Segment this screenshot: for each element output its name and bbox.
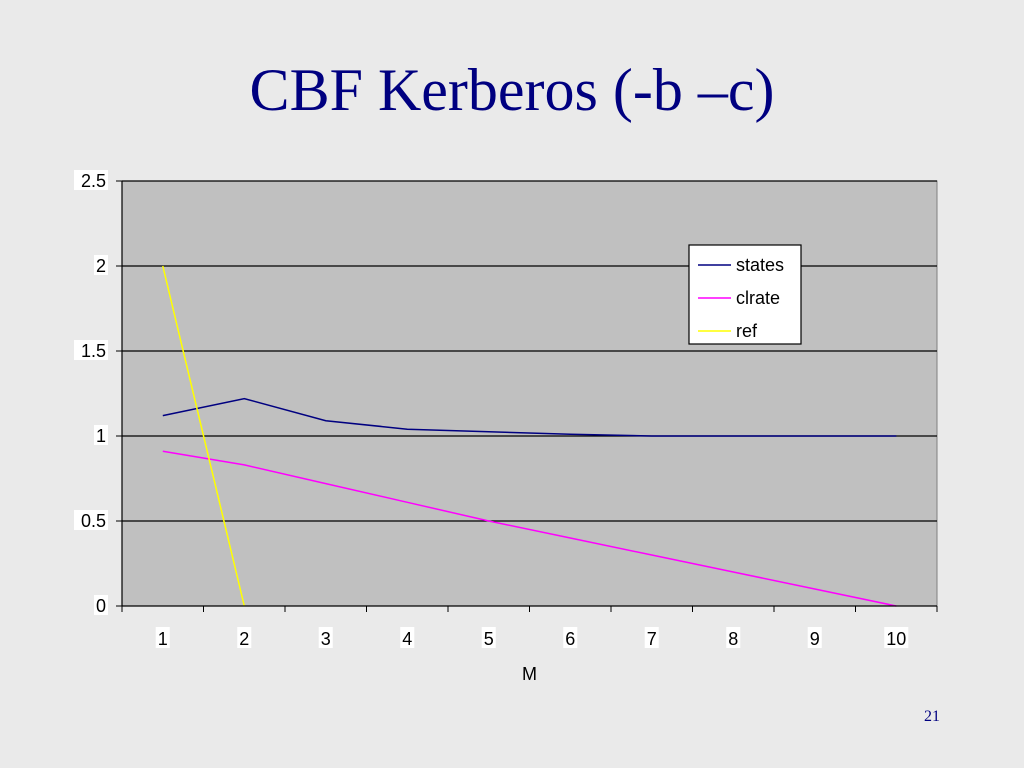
x-tick-label-bg — [726, 627, 741, 648]
legend-box — [688, 244, 802, 345]
x-tick-label: 9 — [810, 629, 820, 649]
y-tick-label-bg — [74, 170, 108, 190]
page-number: 21 — [924, 708, 940, 725]
x-tick-label: 7 — [647, 629, 657, 649]
plot-background — [121, 180, 938, 607]
x-tick-label: 2 — [239, 629, 249, 649]
y-tick-label: 1.5 — [81, 341, 106, 361]
x-tick-label: 3 — [321, 629, 331, 649]
y-tick-label: 1 — [96, 426, 106, 446]
x-tick-label: 5 — [484, 629, 494, 649]
x-tick-label: 6 — [565, 629, 575, 649]
x-tick-label-bg — [884, 627, 909, 648]
x-tick-label-bg — [155, 627, 170, 648]
slide-title: CBF Kerberos (-b –c) — [249, 57, 775, 123]
axes: 0 0.5 1 1.5 2 2.5 1 2 3 4 5 6 7 8 9 10 M — [74, 170, 938, 684]
plot-area — [121, 180, 938, 607]
x-tick-label: 4 — [402, 629, 412, 649]
legend: states clrate ref — [688, 244, 802, 345]
legend-label-states: states — [736, 255, 784, 275]
legend-label-ref: ref — [736, 321, 758, 341]
y-tick-label-bg — [94, 425, 108, 445]
x-tick-label-bg — [318, 627, 333, 648]
y-tick-label-bg — [94, 255, 108, 275]
series-line-states — [162, 397, 897, 437]
x-tick-label-bg — [563, 627, 578, 648]
x-tick-label-bg — [644, 627, 659, 648]
series-line-clrate — [162, 450, 897, 607]
x-tick-label-bg — [481, 627, 496, 648]
x-tick-label-bg — [807, 627, 822, 648]
x-tick-label: 8 — [728, 629, 738, 649]
x-tick-label: 10 — [886, 629, 906, 649]
y-tick-label: 0.5 — [81, 511, 106, 531]
y-tick-label-bg — [74, 510, 108, 530]
y-tick-label: 2.5 — [81, 171, 106, 191]
x-tick-label: 1 — [158, 629, 168, 649]
y-tick-label: 0 — [96, 596, 106, 616]
x-tick-label-bg — [400, 627, 415, 648]
series-lines — [162, 265, 897, 607]
series-line-ref — [162, 265, 246, 607]
x-axis-label: M — [522, 664, 537, 684]
legend-label-clrate: clrate — [736, 288, 780, 308]
y-tick-label-bg — [94, 595, 108, 615]
y-tick-label: 2 — [96, 256, 106, 276]
x-tick-label-bg — [237, 627, 252, 648]
y-tick-label-bg — [74, 340, 108, 360]
